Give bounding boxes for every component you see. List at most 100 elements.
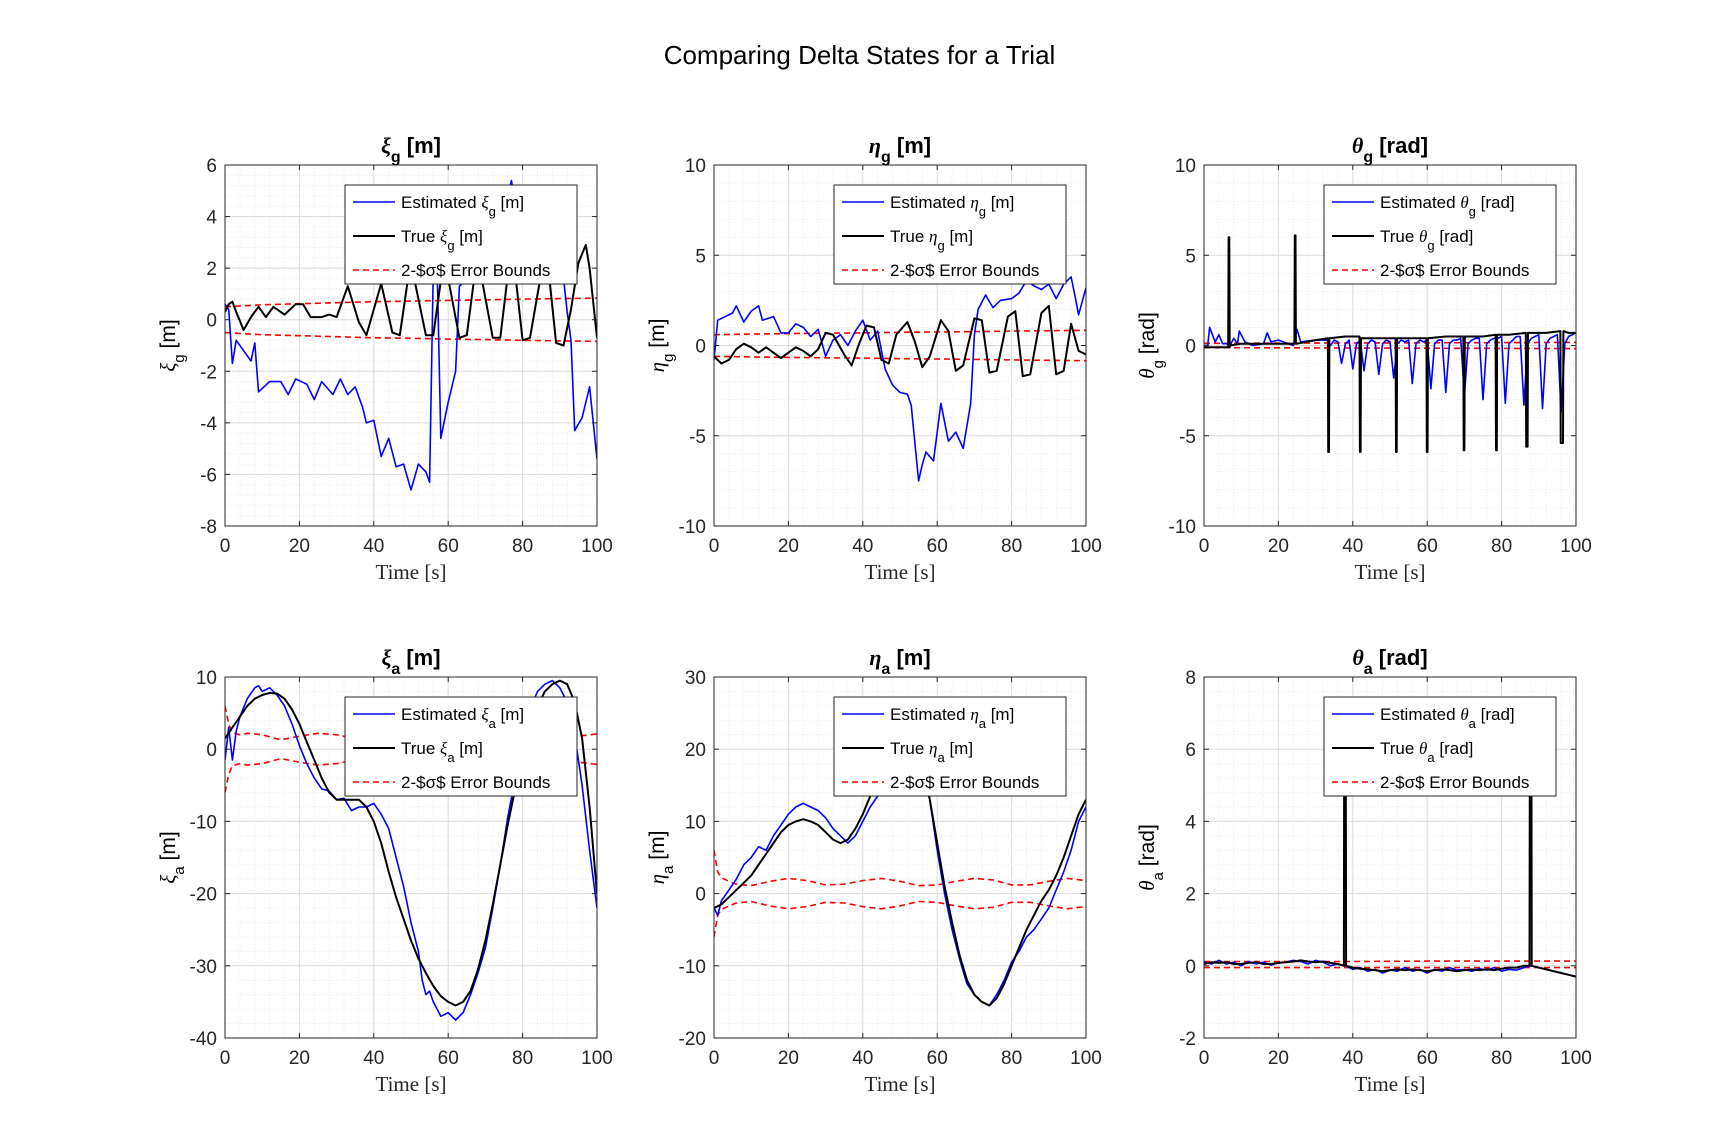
legend-entry-estimated: Estimated ηg [m]: [890, 193, 1014, 219]
x-tick-label: 20: [778, 536, 799, 557]
y-tick-label: 0: [1185, 957, 1196, 978]
x-tick-label: 0: [220, 1048, 231, 1069]
x-tick-label: 40: [363, 536, 384, 557]
estimated-series-line: [1204, 326, 1576, 414]
y-tick-label: -10: [190, 812, 217, 833]
legend-entry-true: True ηg [m]: [890, 227, 973, 253]
y-tick-label: 10: [685, 156, 706, 177]
y-tick-label: -10: [679, 517, 706, 538]
true-series-line: [1204, 704, 1576, 978]
y-tick-label: 6: [1185, 740, 1196, 761]
x-axis-label: Time [s]: [1355, 1072, 1426, 1096]
subplot-3: 0 20 40 60 80 100 -10 -5 0 5 10 Time [s] θg [rad] θg …: [1135, 133, 1592, 584]
bounds-series-line-1: [225, 297, 597, 308]
x-tick-label: 60: [438, 1048, 459, 1069]
x-tick-label: 100: [1070, 536, 1102, 557]
x-tick-label: 100: [1560, 536, 1592, 557]
y-tick-label: 20: [685, 740, 706, 761]
x-tick-label: 40: [1342, 1048, 1363, 1069]
y-tick-label: -8: [200, 517, 217, 538]
legend: Estimated θg [rad] True θg [rad] 2-$σ$ Err…: [1323, 184, 1557, 285]
y-tick-label: 2: [1185, 885, 1196, 906]
x-axis-label: Time [s]: [865, 560, 936, 584]
bounds-series-line-2: [1204, 346, 1576, 350]
y-tick-label: -40: [190, 1029, 217, 1050]
y-tick-label: 5: [1185, 246, 1196, 267]
legend: Estimated ξa [m] True ξa [m] 2-$σ$ Error B…: [344, 696, 578, 797]
legend-entry-bounds: 2-$σ$ Error Bounds: [890, 261, 1039, 280]
axes-box: [713, 676, 1087, 1039]
legend-entry-bounds: 2-$σ$ Error Bounds: [401, 773, 550, 792]
x-tick-label: 80: [512, 1048, 533, 1069]
subplot-title: ηg [m]: [869, 133, 931, 166]
x-tick-label: 100: [581, 1048, 613, 1069]
x-tick-label: 0: [709, 1048, 720, 1069]
legend-entry-true: True ηa [m]: [890, 739, 973, 765]
bounds-series-line-1: [714, 329, 1086, 336]
y-tick-label: 8: [1185, 668, 1196, 689]
bounds-series-line-2: [225, 331, 597, 343]
y-tick-label: 0: [695, 337, 706, 358]
y-axis-label: θg [rad]: [1135, 312, 1167, 379]
legend-entry-bounds: 2-$σ$ Error Bounds: [401, 261, 550, 280]
y-axis-label: ηa [m]: [645, 831, 677, 885]
y-axis-label: ξa [m]: [156, 831, 188, 883]
legend-entry-true: True ξa [m]: [401, 739, 483, 765]
x-axis-label: Time [s]: [376, 560, 447, 584]
x-tick-label: 0: [709, 536, 720, 557]
y-tick-label: -20: [190, 885, 217, 906]
legend-entry-estimated: Estimated ξa [m]: [401, 705, 524, 731]
x-tick-label: 20: [1268, 1048, 1289, 1069]
legend: Estimated ηg [m] True ηg [m] 2-$σ$ Error B…: [833, 184, 1067, 285]
subplot-title: θa [rad]: [1352, 645, 1427, 678]
y-tick-label: -30: [190, 957, 217, 978]
x-tick-label: 80: [512, 536, 533, 557]
x-tick-label: 100: [1070, 1048, 1102, 1069]
y-tick-label: -10: [1169, 517, 1196, 538]
y-tick-label: 0: [206, 311, 217, 332]
y-tick-label: -2: [1179, 1029, 1196, 1050]
y-tick-label: 10: [1175, 156, 1196, 177]
x-tick-label: 0: [1199, 536, 1210, 557]
legend-entry-bounds: 2-$σ$ Error Bounds: [1380, 773, 1529, 792]
y-tick-label: 0: [1185, 337, 1196, 358]
bounds-series-line-2: [714, 355, 1086, 362]
x-tick-label: 40: [852, 1048, 873, 1069]
y-tick-label: 0: [695, 885, 706, 906]
y-tick-label: -4: [200, 414, 217, 435]
axes-box: [1203, 676, 1577, 1039]
x-tick-label: 60: [438, 536, 459, 557]
subplot-4: 0 20 40 60 80 100 -40 -30 -20 -10 0 10 Time [s] ξa [m…: [156, 645, 613, 1096]
legend-entry-true: True ξg [m]: [401, 227, 483, 253]
legend-entry-true: True θa [rad]: [1380, 739, 1473, 765]
legend-entry-estimated: Estimated θa [rad]: [1380, 705, 1515, 731]
grid: [224, 164, 598, 527]
y-tick-label: 5: [695, 246, 706, 267]
series-group: [1204, 704, 1576, 978]
y-tick-label: 4: [206, 208, 217, 229]
legend: Estimated θa [rad] True θa [rad] 2-$σ$ Err…: [1323, 696, 1557, 797]
x-tick-label: 60: [927, 1048, 948, 1069]
legend: Estimated ηa [m] True ηa [m] 2-$σ$ Error B…: [833, 696, 1067, 797]
true-series-line: [1204, 234, 1576, 453]
subplot-5: 0 20 40 60 80 100 -20 -10 0 10 20 30 Time [s] ηa [m] η…: [645, 645, 1102, 1096]
subplot-1: 0 20 40 60 80 100 -8 -6 -4 -2 0 2 4 6 Time [s] ξg [m] ξg…: [156, 133, 613, 584]
x-tick-label: 0: [220, 536, 231, 557]
x-tick-label: 60: [1417, 536, 1438, 557]
x-tick-label: 100: [581, 536, 613, 557]
x-tick-label: 80: [1001, 1048, 1022, 1069]
y-tick-label: -5: [1179, 427, 1196, 448]
x-tick-label: 100: [1560, 1048, 1592, 1069]
subplot-title: ηa [m]: [869, 645, 930, 678]
legend-entry-bounds: 2-$σ$ Error Bounds: [1380, 261, 1529, 280]
figure-title: Comparing Delta States for a Trial: [663, 40, 1056, 70]
bounds-series-line-1: [714, 850, 1086, 887]
bounds-series-line-2: [714, 900, 1086, 938]
x-tick-label: 20: [289, 1048, 310, 1069]
subplot-title: ξa [m]: [381, 645, 440, 678]
x-tick-label: 20: [289, 536, 310, 557]
legend-entry-true: True θg [rad]: [1380, 227, 1473, 253]
x-tick-label: 80: [1001, 536, 1022, 557]
x-tick-label: 40: [363, 1048, 384, 1069]
